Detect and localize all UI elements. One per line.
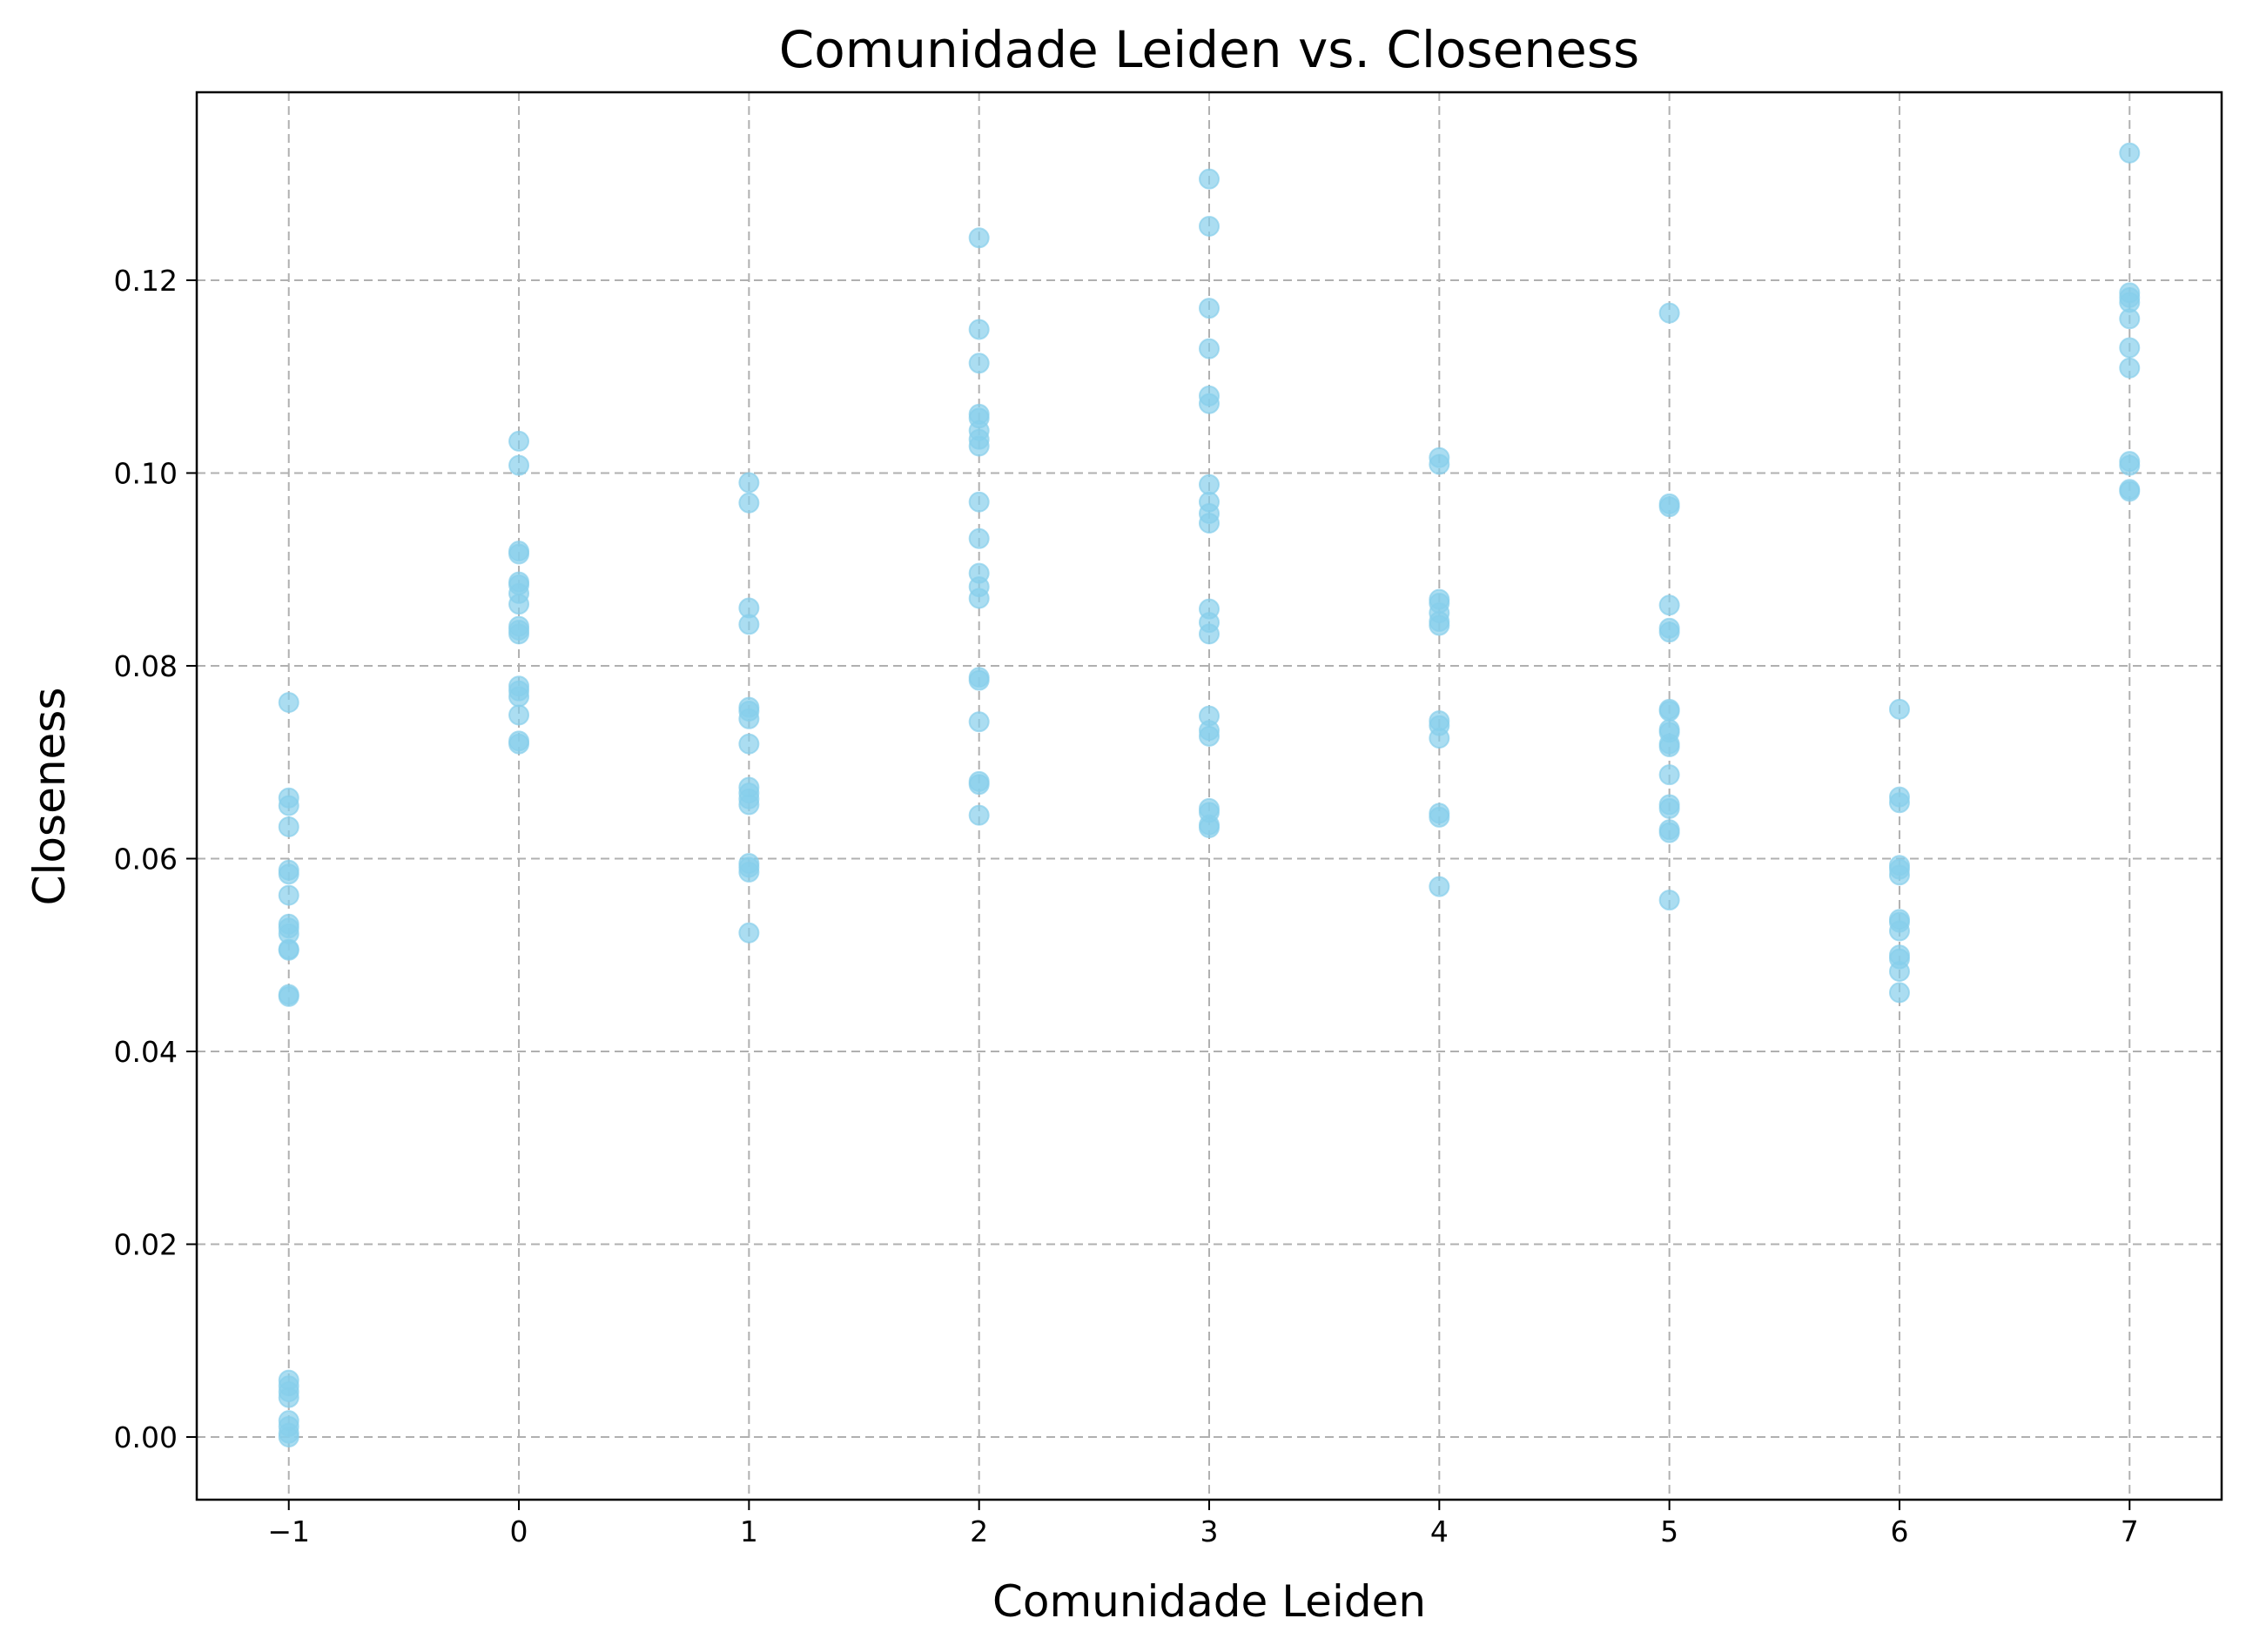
- data-point: [968, 711, 990, 733]
- data-point: [508, 454, 530, 476]
- data-point: [1199, 623, 1220, 645]
- data-point: [2119, 337, 2141, 359]
- y-tick-label: 0.04: [114, 1035, 178, 1069]
- x-tick-label: 0: [510, 1514, 528, 1548]
- data-point: [1888, 982, 1910, 1004]
- data-points: [278, 142, 2141, 1448]
- data-point: [1888, 792, 1910, 814]
- y-tick-label: 0.12: [114, 264, 178, 298]
- data-point: [738, 733, 760, 755]
- data-point: [2119, 142, 2141, 164]
- x-tick-label: 6: [1890, 1514, 1908, 1548]
- data-point: [508, 733, 530, 755]
- data-point: [1199, 817, 1220, 839]
- data-point: [1658, 302, 1680, 324]
- data-point: [968, 353, 990, 374]
- data-point: [1429, 453, 1450, 475]
- data-point: [738, 472, 760, 494]
- x-tick-label: 7: [2121, 1514, 2139, 1548]
- y-axis-label: Closeness: [24, 688, 75, 906]
- data-point: [1658, 701, 1680, 722]
- x-tick-label: 4: [1430, 1514, 1449, 1548]
- data-point: [1199, 513, 1220, 534]
- data-point: [2119, 308, 2141, 330]
- data-point: [968, 435, 990, 457]
- data-point: [508, 430, 530, 452]
- data-point: [1658, 764, 1680, 786]
- data-point: [1429, 806, 1450, 828]
- data-point: [968, 669, 990, 691]
- data-point: [738, 794, 760, 816]
- data-point: [1199, 725, 1220, 747]
- data-point: [1888, 961, 1910, 983]
- data-point: [1888, 864, 1910, 886]
- data-point: [2119, 480, 2141, 502]
- data-point: [278, 1387, 299, 1408]
- data-point: [738, 708, 760, 729]
- data-point: [1658, 736, 1680, 758]
- data-point: [1658, 594, 1680, 616]
- axis-ticks: −1 0 1 2 3 4 5 6 7 0.00 0.02 0.04 0.06 0.08 0.10 0.12: [114, 264, 2139, 1548]
- data-point: [1199, 215, 1220, 237]
- y-tick-label: 0.02: [114, 1228, 178, 1262]
- x-tick-label: 1: [740, 1514, 758, 1548]
- data-point: [968, 227, 990, 249]
- data-point: [1658, 496, 1680, 518]
- data-point: [1658, 797, 1680, 819]
- grid: [197, 92, 2222, 1500]
- x-axis-label: Comunidade Leiden: [992, 1576, 1426, 1627]
- y-tick-label: 0.10: [114, 456, 178, 490]
- data-point: [968, 804, 990, 826]
- y-tick-label: 0.08: [114, 649, 178, 683]
- data-point: [1888, 920, 1910, 942]
- data-point: [1658, 621, 1680, 643]
- data-point: [1199, 338, 1220, 359]
- data-point: [2119, 454, 2141, 476]
- y-tick-label: 0.00: [114, 1420, 178, 1454]
- data-point: [738, 614, 760, 635]
- data-point: [278, 816, 299, 837]
- data-point: [508, 594, 530, 615]
- data-point: [968, 491, 990, 513]
- data-point: [278, 884, 299, 906]
- data-point: [278, 985, 299, 1007]
- data-point: [738, 922, 760, 944]
- data-point: [278, 939, 299, 961]
- data-point: [1658, 890, 1680, 911]
- data-point: [508, 543, 530, 565]
- data-point: [508, 704, 530, 726]
- data-point: [508, 686, 530, 708]
- data-point: [1658, 822, 1680, 843]
- data-point: [508, 623, 530, 645]
- data-point: [1429, 614, 1450, 636]
- x-tick-label: 5: [1660, 1514, 1678, 1548]
- data-point: [2119, 357, 2141, 379]
- x-tick-label: −1: [267, 1514, 310, 1548]
- x-tick-label: 2: [970, 1514, 988, 1548]
- data-point: [968, 319, 990, 340]
- data-point: [1199, 298, 1220, 319]
- data-point: [1429, 728, 1450, 749]
- data-point: [738, 861, 760, 883]
- data-point: [1199, 393, 1220, 414]
- chart-title: Comunidade Leiden vs. Closeness: [779, 20, 1640, 79]
- data-point: [278, 1427, 299, 1448]
- data-point: [968, 588, 990, 609]
- data-point: [1199, 473, 1220, 495]
- data-point: [1888, 698, 1910, 720]
- data-point: [278, 795, 299, 816]
- data-point: [278, 863, 299, 885]
- data-point: [1199, 168, 1220, 190]
- data-point: [968, 527, 990, 549]
- y-tick-label: 0.06: [114, 842, 178, 876]
- data-point: [1429, 876, 1450, 897]
- data-point: [278, 692, 299, 714]
- data-point: [968, 774, 990, 796]
- data-point: [738, 492, 760, 514]
- x-tick-label: 3: [1200, 1514, 1219, 1548]
